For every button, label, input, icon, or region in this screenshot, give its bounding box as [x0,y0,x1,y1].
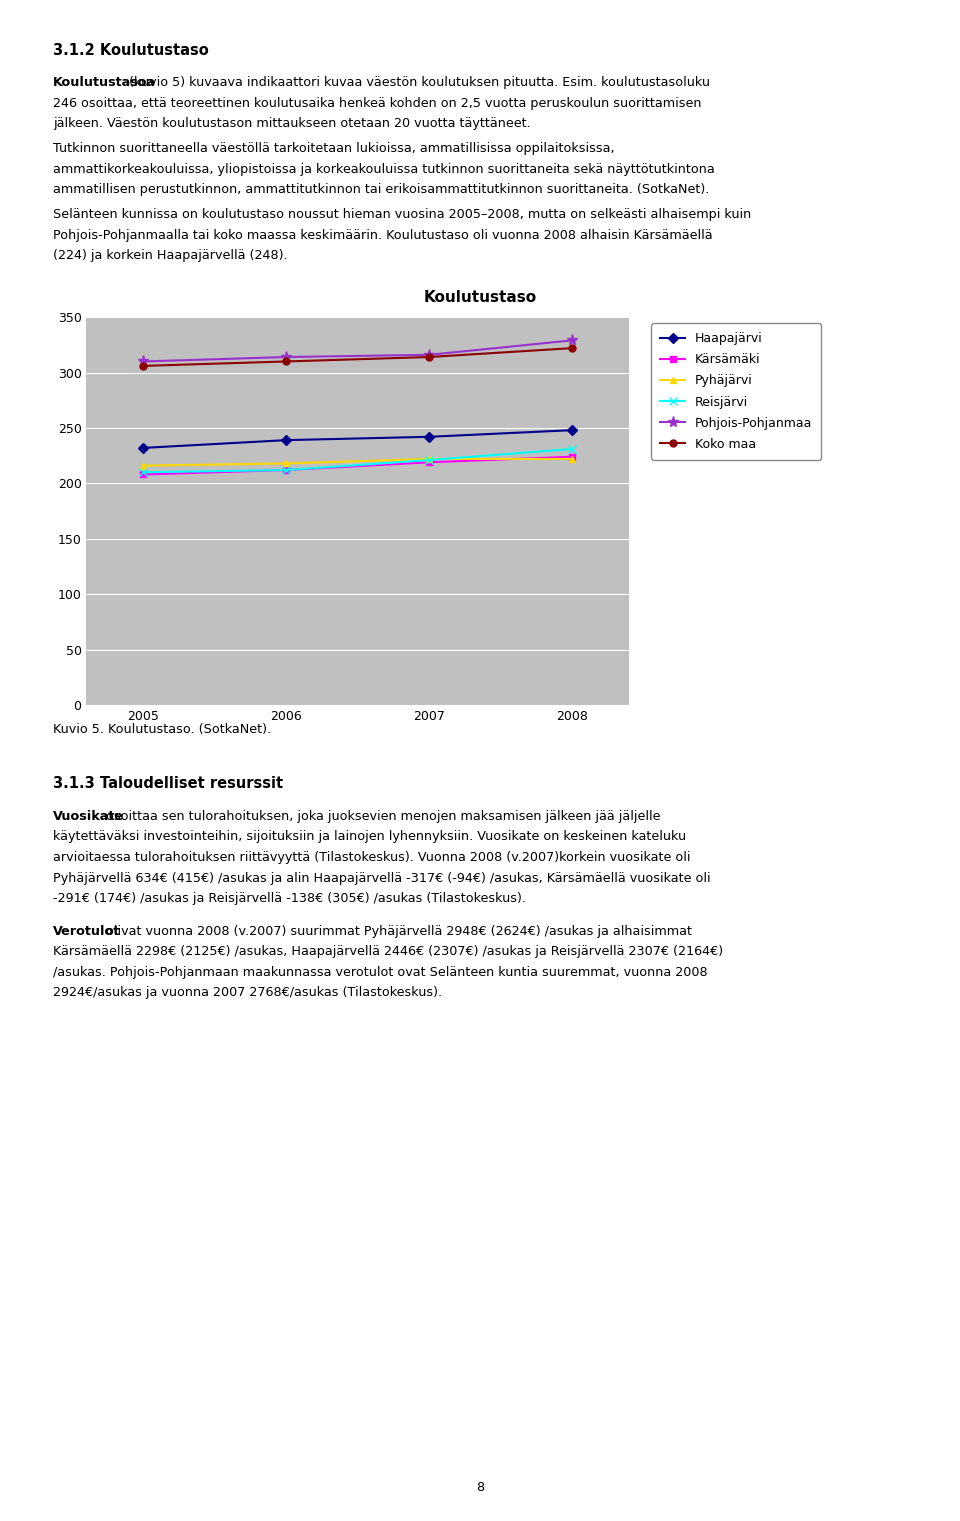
Text: Koulutustaso: Koulutustaso [423,289,537,304]
Text: -291€ (174€) /asukas ja Reisjärvellä -138€ (305€) /asukas (Tilastokeskus).: -291€ (174€) /asukas ja Reisjärvellä -13… [53,891,526,905]
Text: Koulutustasoa: Koulutustasoa [53,76,156,90]
Text: /asukas. Pohjois-Pohjanmaan maakunnassa verotulot ovat Selänteen kuntia suuremma: /asukas. Pohjois-Pohjanmaan maakunnassa … [53,966,708,980]
Text: Selänteen kunnissa on koulutustaso noussut hieman vuosina 2005–2008, mutta on se: Selänteen kunnissa on koulutustaso nouss… [53,208,751,222]
Text: 3.1.3 Taloudelliset resurssit: 3.1.3 Taloudelliset resurssit [53,776,283,791]
Text: Pyhäjärvellä 634€ (415€) /asukas ja alin Haapajärvellä -317€ (-94€) /asukas, Kär: Pyhäjärvellä 634€ (415€) /asukas ja alin… [53,872,710,885]
Text: arvioitaessa tulorahoituksen riittävyyttä (Tilastokeskus). Vuonna 2008 (v.2007)k: arvioitaessa tulorahoituksen riittävyytt… [53,850,690,864]
Text: 3.1.2 Koulutustaso: 3.1.2 Koulutustaso [53,43,208,58]
Text: ammatillisen perustutkinnon, ammattitutkinnon tai erikoisammattitutkinnon suorit: ammatillisen perustutkinnon, ammattitutk… [53,183,709,196]
Text: Verotulot: Verotulot [53,925,120,938]
Text: (224) ja korkein Haapajärvellä (248).: (224) ja korkein Haapajärvellä (248). [53,249,287,263]
Text: 246 osoittaa, että teoreettinen koulutusaika henkeä kohden on 2,5 vuotta perusko: 246 osoittaa, että teoreettinen koulutus… [53,96,702,110]
Text: 8: 8 [476,1480,484,1494]
Text: Tutkinnon suorittaneella väestöllä tarkoitetaan lukioissa, ammatillisissa oppila: Tutkinnon suorittaneella väestöllä tarko… [53,141,614,155]
Text: Vuosikate: Vuosikate [53,809,124,823]
Text: Kärsämäellä 2298€ (2125€) /asukas, Haapajärvellä 2446€ (2307€) /asukas ja Reisjä: Kärsämäellä 2298€ (2125€) /asukas, Haapa… [53,945,723,958]
Text: 2924€/asukas ja vuonna 2007 2768€/asukas (Tilastokeskus).: 2924€/asukas ja vuonna 2007 2768€/asukas… [53,986,442,999]
Text: Pohjois-Pohjanmaalla tai koko maassa keskimäärin. Koulutustaso oli vuonna 2008 a: Pohjois-Pohjanmaalla tai koko maassa kes… [53,228,712,242]
Text: ammattikorkeakouluissa, yliopistoissa ja korkeakouluissa tutkinnon suorittaneita: ammattikorkeakouluissa, yliopistoissa ja… [53,163,714,176]
Text: käytettäväksi investointeihin, sijoituksiin ja lainojen lyhennyksiin. Vuosikate : käytettäväksi investointeihin, sijoituks… [53,830,686,844]
Text: jälkeen. Väestön koulutustason mittaukseen otetaan 20 vuotta täyttäneet.: jälkeen. Väestön koulutustason mittaukse… [53,117,531,131]
Text: olivat vuonna 2008 (v.2007) suurimmat Pyhäjärvellä 2948€ (2624€) /asukas ja alha: olivat vuonna 2008 (v.2007) suurimmat Py… [103,925,692,938]
Text: osoittaa sen tulorahoituksen, joka juoksevien menojen maksamisen jälkeen jää jäl: osoittaa sen tulorahoituksen, joka juoks… [103,809,661,823]
Text: Kuvio 5. Koulutustaso. (SotkaNet).: Kuvio 5. Koulutustaso. (SotkaNet). [53,722,271,736]
Text: (kuvio 5) kuvaava indikaattori kuvaa väestön koulutuksen pituutta. Esim. koulutu: (kuvio 5) kuvaava indikaattori kuvaa väe… [125,76,709,90]
Legend: Haapajärvi, Kärsämäki, Pyhäjärvi, Reisjärvi, Pohjois-Pohjanmaa, Koko maa: Haapajärvi, Kärsämäki, Pyhäjärvi, Reisjä… [651,324,821,459]
